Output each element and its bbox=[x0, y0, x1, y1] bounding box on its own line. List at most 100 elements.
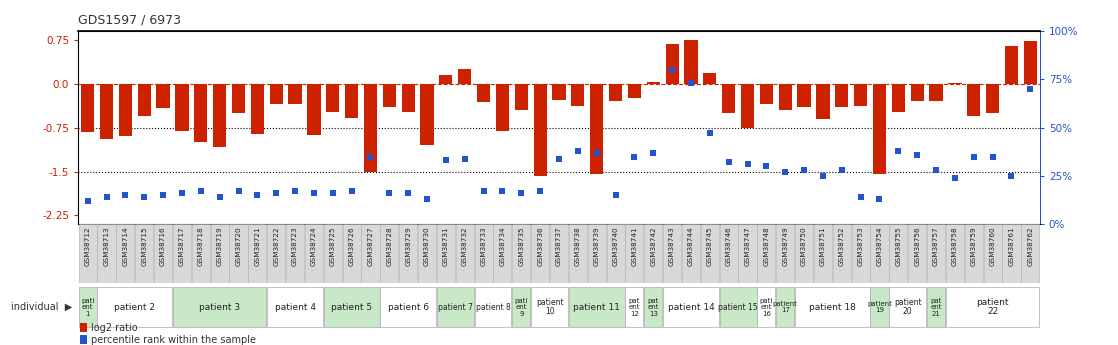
Text: GSM38762: GSM38762 bbox=[1027, 226, 1033, 266]
Bar bbox=[663, 224, 681, 283]
Bar bbox=[833, 224, 851, 283]
Text: pat
ent
21: pat ent 21 bbox=[930, 297, 941, 317]
Bar bbox=[795, 287, 870, 327]
Bar bbox=[835, 84, 849, 107]
Bar bbox=[965, 224, 983, 283]
Text: GSM38745: GSM38745 bbox=[707, 226, 713, 266]
Text: patient 4: patient 4 bbox=[275, 303, 315, 312]
Text: patient
10: patient 10 bbox=[536, 298, 563, 316]
Bar bbox=[852, 224, 870, 283]
Text: GSM38716: GSM38716 bbox=[160, 226, 167, 266]
Bar bbox=[210, 224, 229, 283]
Bar bbox=[927, 287, 945, 327]
Point bbox=[795, 167, 813, 173]
Text: GSM38749: GSM38749 bbox=[783, 226, 788, 266]
Text: GSM38729: GSM38729 bbox=[405, 226, 411, 266]
Bar bbox=[474, 287, 512, 327]
Bar bbox=[1024, 41, 1036, 84]
Bar bbox=[1021, 224, 1040, 283]
Text: GDS1597 / 6973: GDS1597 / 6973 bbox=[78, 13, 181, 26]
Text: GSM38736: GSM38736 bbox=[537, 226, 543, 266]
Bar bbox=[644, 287, 662, 327]
Text: patient 6: patient 6 bbox=[388, 303, 428, 312]
Text: percentile rank within the sample: percentile rank within the sample bbox=[91, 335, 256, 345]
Point bbox=[871, 196, 889, 202]
Point bbox=[493, 189, 511, 194]
Bar bbox=[967, 84, 980, 116]
Text: GSM38750: GSM38750 bbox=[802, 226, 807, 266]
Bar bbox=[214, 84, 226, 147]
Bar bbox=[477, 84, 490, 102]
Bar bbox=[138, 84, 151, 116]
Text: patient 3: patient 3 bbox=[199, 303, 240, 312]
Bar bbox=[324, 224, 342, 283]
Text: GSM38726: GSM38726 bbox=[349, 226, 354, 266]
Bar bbox=[946, 224, 964, 283]
Bar bbox=[569, 224, 587, 283]
Point bbox=[1003, 173, 1021, 179]
Point bbox=[210, 195, 228, 200]
Point bbox=[305, 190, 323, 196]
Bar bbox=[307, 84, 321, 135]
Point bbox=[531, 189, 549, 194]
Text: patient 8: patient 8 bbox=[475, 303, 511, 312]
Text: GSM38731: GSM38731 bbox=[443, 226, 449, 266]
Point bbox=[78, 198, 96, 204]
Bar bbox=[116, 224, 134, 283]
Text: pati
ent
16: pati ent 16 bbox=[760, 297, 773, 317]
Bar bbox=[569, 287, 625, 327]
Bar bbox=[78, 287, 97, 327]
Point bbox=[776, 169, 794, 175]
Bar bbox=[496, 84, 509, 130]
Text: GSM38722: GSM38722 bbox=[273, 226, 280, 266]
Bar bbox=[363, 84, 377, 171]
Point bbox=[625, 154, 643, 159]
Text: patient
22: patient 22 bbox=[976, 298, 1008, 316]
Bar bbox=[854, 84, 868, 106]
Bar bbox=[1003, 224, 1021, 283]
Bar bbox=[100, 84, 113, 139]
Bar bbox=[552, 84, 566, 100]
Text: GSM38732: GSM38732 bbox=[462, 226, 467, 266]
Point bbox=[97, 195, 115, 200]
Text: GSM38725: GSM38725 bbox=[330, 226, 335, 266]
Point bbox=[475, 189, 493, 194]
Bar bbox=[948, 82, 961, 84]
Text: GSM38713: GSM38713 bbox=[104, 226, 110, 266]
Text: patient 5: patient 5 bbox=[331, 303, 372, 312]
Bar bbox=[97, 287, 172, 327]
Point bbox=[267, 190, 285, 196]
Text: GSM38758: GSM38758 bbox=[951, 226, 958, 266]
Bar bbox=[625, 224, 644, 283]
Bar bbox=[889, 224, 908, 283]
Text: patient 7: patient 7 bbox=[438, 303, 473, 312]
Text: GSM38728: GSM38728 bbox=[387, 226, 392, 266]
Bar bbox=[1005, 46, 1018, 84]
Bar bbox=[722, 84, 736, 113]
Bar bbox=[173, 224, 191, 283]
Bar bbox=[248, 224, 266, 283]
Bar bbox=[380, 224, 398, 283]
Point bbox=[814, 173, 832, 179]
Point bbox=[154, 193, 172, 198]
Bar bbox=[720, 287, 757, 327]
Bar bbox=[778, 84, 792, 110]
Text: GSM38719: GSM38719 bbox=[217, 226, 222, 266]
Text: pat
ent
12: pat ent 12 bbox=[628, 297, 641, 317]
Bar bbox=[609, 84, 622, 101]
Point bbox=[361, 154, 379, 159]
Point bbox=[720, 160, 738, 165]
Text: patient 15: patient 15 bbox=[718, 303, 758, 312]
Point bbox=[437, 158, 455, 163]
Bar bbox=[231, 84, 245, 113]
Bar bbox=[741, 84, 755, 128]
Text: GSM38733: GSM38733 bbox=[481, 226, 486, 266]
Bar bbox=[871, 287, 889, 327]
Text: patient 11: patient 11 bbox=[574, 303, 620, 312]
Text: patient
19: patient 19 bbox=[868, 301, 892, 313]
Point bbox=[682, 80, 700, 86]
Bar bbox=[757, 224, 776, 283]
Text: pati
ent
1: pati ent 1 bbox=[80, 297, 94, 317]
Point bbox=[569, 148, 587, 154]
Bar bbox=[418, 224, 436, 283]
